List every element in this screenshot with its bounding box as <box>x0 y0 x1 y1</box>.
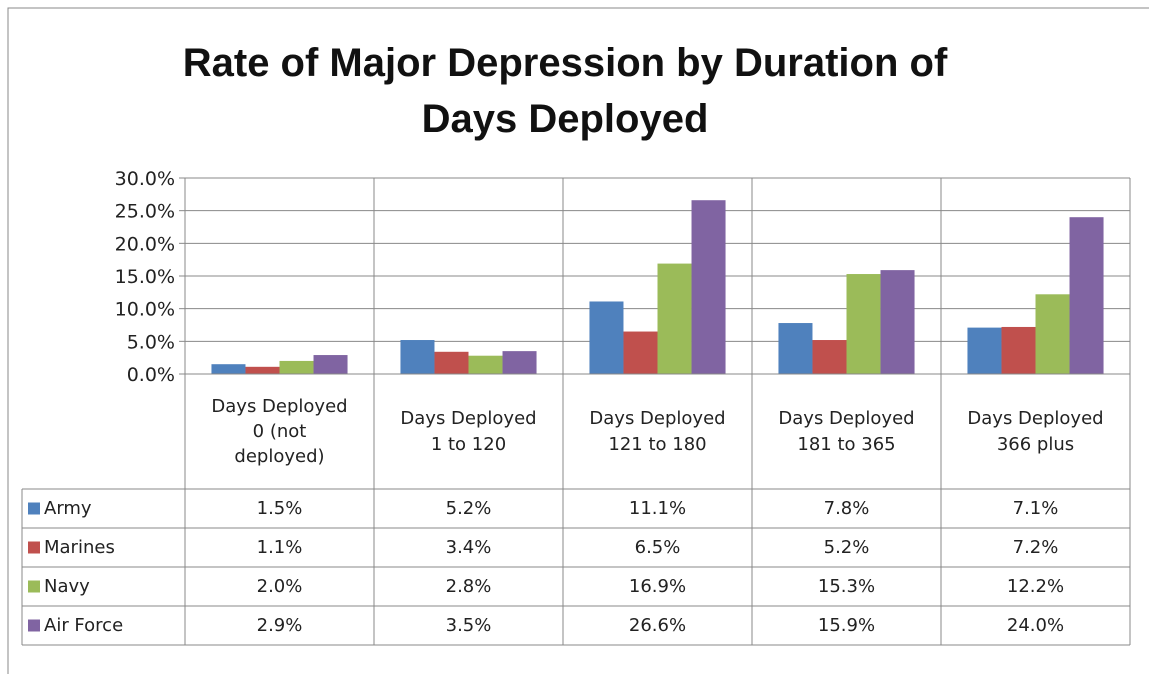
bar <box>245 366 280 374</box>
bar <box>313 355 348 374</box>
bar <box>967 327 1002 374</box>
bar <box>468 355 503 374</box>
bar <box>1001 326 1036 374</box>
y-tick-label: 20.0% <box>115 233 175 255</box>
data-label: 7.8% <box>823 497 870 519</box>
legend-label: Army <box>44 497 92 519</box>
y-tick-label: 25.0% <box>115 201 175 223</box>
data-label: 1.5% <box>256 497 303 519</box>
bar <box>1069 217 1104 374</box>
y-tick-label: 5.0% <box>127 331 175 353</box>
data-label: 2.8% <box>445 575 492 597</box>
legend-key <box>28 580 40 593</box>
data-label: 3.5% <box>445 614 492 636</box>
data-label: 5.2% <box>823 536 870 558</box>
data-label: 2.9% <box>256 614 303 636</box>
data-label: 15.3% <box>817 575 876 597</box>
data-label: 12.2% <box>1006 575 1065 597</box>
data-label: 7.2% <box>1012 536 1059 558</box>
data-label: 6.5% <box>634 536 681 558</box>
y-tick-label: 10.0% <box>115 299 175 321</box>
x-tick-label: Days Deployed 181 to 365 <box>778 408 915 455</box>
bar <box>623 331 658 374</box>
bar <box>846 274 881 374</box>
data-label: 15.9% <box>817 614 876 636</box>
data-label: 24.0% <box>1006 614 1065 636</box>
bar <box>880 270 915 374</box>
legend-label: Air Force <box>44 614 124 636</box>
bar <box>778 323 813 374</box>
y-tick-label: 15.0% <box>115 266 175 288</box>
chart-title: Rate of Major Depression by Duration of … <box>182 41 948 141</box>
frame <box>7 7 1149 674</box>
bar <box>502 351 537 374</box>
data-label: 16.9% <box>628 575 687 597</box>
bar <box>211 364 246 374</box>
y-tick-label: 30.0% <box>115 168 175 190</box>
data-label: 5.2% <box>445 497 492 519</box>
legend-key <box>28 619 40 632</box>
x-tick-label: Days Deployed 366 plus <box>967 408 1104 455</box>
bar <box>279 360 314 374</box>
bar <box>589 301 624 374</box>
x-tick-label: Days Deployed 1 to 120 <box>400 408 537 455</box>
data-label: 26.6% <box>628 614 687 636</box>
legend-label: Marines <box>44 536 115 558</box>
bar <box>1035 294 1070 374</box>
data-label: 7.1% <box>1012 497 1059 519</box>
y-tick-label: 0.0% <box>127 364 175 386</box>
data-label: 3.4% <box>445 536 492 558</box>
data-label: 1.1% <box>256 536 303 558</box>
data-label: 11.1% <box>628 497 687 519</box>
legend-key <box>28 541 40 554</box>
legend-label: Navy <box>44 575 90 597</box>
bar <box>434 351 469 374</box>
x-tick-label: Days Deployed 0 (not deployed) <box>211 395 348 468</box>
bar <box>400 340 435 374</box>
bar <box>812 340 847 374</box>
x-tick-label: Days Deployed 121 to 180 <box>589 408 726 455</box>
bar <box>657 263 692 374</box>
data-label: 2.0% <box>256 575 303 597</box>
bar <box>691 200 726 374</box>
legend-key <box>28 502 40 515</box>
